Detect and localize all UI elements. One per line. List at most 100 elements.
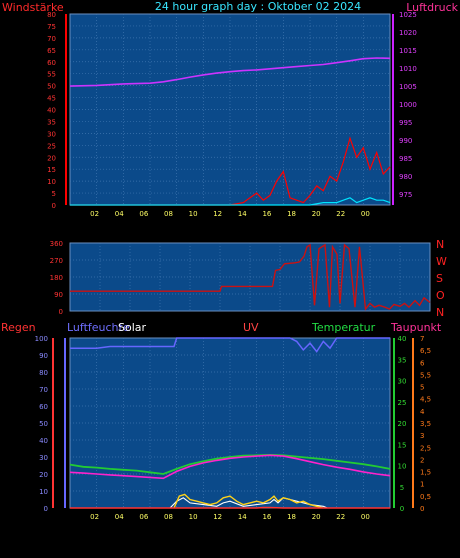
humidity-y-tick: 20: [39, 471, 48, 479]
pressure-y-tick: 995: [399, 119, 412, 127]
time-tick-top: 00: [361, 210, 370, 218]
time-tick-bottom: 20: [312, 513, 321, 521]
rain-y-tick: 3: [420, 432, 424, 440]
wind-y-tick: 55: [47, 71, 56, 79]
wind-y-tick: 75: [47, 23, 56, 31]
pressure-y-tick: 1000: [399, 101, 417, 109]
temperature-y-tick: 0: [400, 505, 404, 513]
temperature-y-tick: 15: [398, 441, 407, 449]
time-tick-bottom: 06: [139, 513, 148, 521]
pressure-y-tick: 980: [399, 173, 412, 181]
temperature-line: [69, 453, 391, 475]
wind-y-tick: 45: [47, 95, 56, 103]
humidity-y-tick: 40: [39, 437, 48, 445]
temperature-y-tick: 20: [398, 420, 407, 428]
time-tick-bottom: 22: [336, 513, 345, 521]
time-tick-top: 20: [312, 210, 321, 218]
page-title: 24 hour graph day : Oktober 02 2024: [155, 0, 361, 13]
pressure-line: [69, 57, 391, 87]
time-tick-bottom: 02: [90, 513, 99, 521]
dewpoint-label: Taupunkt: [390, 321, 442, 334]
temperature-y-tick: 5: [400, 484, 404, 492]
humidity-y-tick: 100: [35, 335, 48, 343]
wind-axis-label: Windstärke: [2, 1, 64, 14]
time-tick-top: 08: [164, 210, 173, 218]
wind-y-tick: 70: [47, 35, 56, 43]
rain-y-tick: 6: [420, 359, 425, 367]
compass-label: O: [436, 289, 445, 302]
wind-line: [70, 136, 391, 206]
time-tick-top: 04: [115, 210, 124, 218]
wind-y-tick: 15: [47, 166, 56, 174]
humidity-y-tick: 90: [39, 352, 48, 360]
direction-y-tick: 270: [50, 257, 63, 265]
wind-y-tick: 35: [47, 118, 56, 126]
wind-y-tick: 65: [47, 47, 56, 55]
rain-y-tick: 5: [420, 384, 424, 392]
pressure-y-tick: 1020: [399, 29, 417, 37]
rain-y-tick: 5,5: [420, 371, 431, 379]
wind-y-tick: 80: [47, 11, 56, 19]
time-tick-top: 10: [189, 210, 198, 218]
time-tick-bottom: 16: [262, 513, 271, 521]
time-tick-top: 06: [139, 210, 148, 218]
direction-y-tick: 0: [59, 308, 63, 316]
pressure-y-tick: 985: [399, 155, 412, 163]
rain-line: [70, 506, 390, 509]
humidity-y-tick: 30: [39, 454, 48, 462]
temperature-y-tick: 10: [398, 463, 407, 471]
temperature-y-tick: 30: [398, 378, 407, 386]
humidity-line: [70, 337, 390, 353]
wind-y-tick: 25: [47, 142, 56, 150]
wind-y-tick: 0: [52, 202, 56, 210]
time-tick-top: 02: [90, 210, 99, 218]
rain-y-tick: 2,5: [420, 444, 431, 452]
temperature-y-tick: 25: [398, 399, 407, 407]
direction-y-tick: 90: [54, 291, 63, 299]
wind-y-tick: 40: [47, 107, 56, 115]
pressure-axis-label: Luftdruck: [406, 1, 458, 14]
uv-line: [173, 493, 324, 509]
compass-label: N: [436, 306, 444, 319]
wind-y-tick: 30: [47, 130, 56, 138]
humidity-y-tick: 0: [44, 505, 48, 513]
humidity-label: Luftfeuchte: [67, 321, 130, 334]
rain-y-tick: 7: [420, 335, 424, 343]
solar-label: Solar: [118, 321, 147, 334]
time-tick-bottom: 00: [361, 513, 370, 521]
time-tick-bottom: 12: [213, 513, 222, 521]
wind-y-tick: 50: [47, 83, 56, 91]
rain-y-tick: 0: [420, 505, 424, 513]
temperature-y-tick: 35: [398, 356, 407, 364]
rain-y-tick: 2: [420, 456, 424, 464]
time-tick-bottom: 08: [164, 513, 173, 521]
pressure-y-tick: 1010: [399, 65, 417, 73]
time-tick-bottom: 04: [115, 513, 124, 521]
humidity-y-tick: 50: [39, 420, 48, 428]
rain-y-tick: 6,5: [420, 347, 431, 355]
direction-y-tick: 180: [50, 274, 63, 282]
compass-label: S: [436, 272, 443, 285]
compass-label: W: [436, 255, 447, 268]
wind-y-tick: 10: [47, 178, 56, 186]
rain-y-tick: 4,5: [420, 396, 431, 404]
chart-layer: 0510152025303540455055606570758097598098…: [35, 11, 447, 521]
temperature-y-tick: 40: [398, 335, 407, 343]
pressure-y-tick: 1025: [399, 11, 417, 19]
time-tick-top: 12: [213, 210, 222, 218]
time-tick-top: 14: [238, 210, 247, 218]
wind-y-tick: 5: [52, 190, 56, 198]
humidity-y-tick: 60: [39, 403, 48, 411]
pressure-y-tick: 1015: [399, 47, 417, 55]
time-tick-bottom: 18: [287, 513, 296, 521]
dewpoint-line: [69, 454, 391, 480]
humidity-y-tick: 10: [39, 488, 48, 496]
time-tick-top: 22: [336, 210, 345, 218]
humidity-y-tick: 80: [39, 369, 48, 377]
rain-label: Regen: [1, 321, 36, 334]
direction-y-tick: 360: [50, 240, 63, 248]
pressure-y-tick: 1005: [399, 83, 417, 91]
time-tick-bottom: 10: [189, 513, 198, 521]
